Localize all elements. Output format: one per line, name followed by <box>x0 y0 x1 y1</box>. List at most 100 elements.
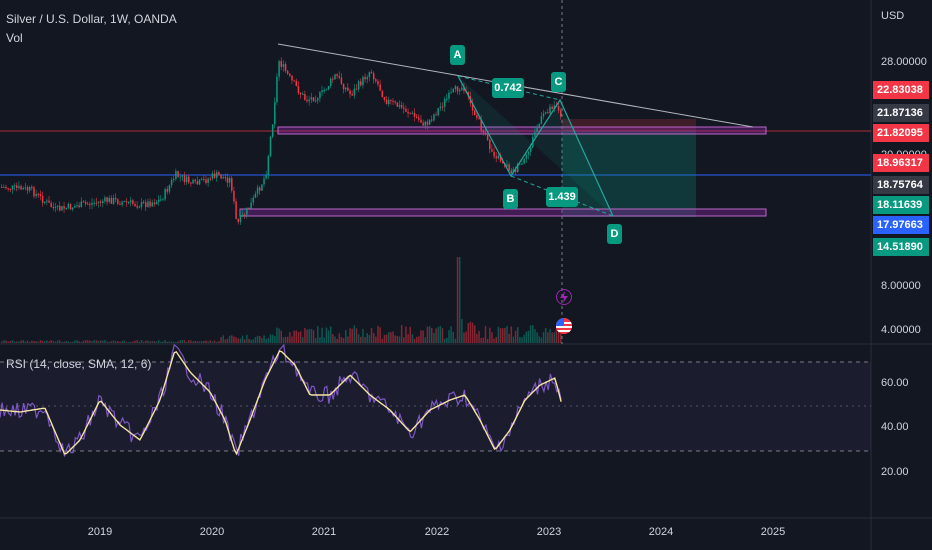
volume-bar <box>370 328 373 343</box>
candle-body <box>415 116 418 118</box>
candle-body <box>162 199 164 201</box>
volume-bar <box>16 341 18 343</box>
volume-bar <box>493 338 495 343</box>
candle-body <box>338 76 341 78</box>
candle-body <box>514 169 517 172</box>
candle-body <box>403 107 405 109</box>
candle-body <box>420 119 422 123</box>
candle-body <box>11 185 14 190</box>
volume-bar <box>486 338 489 343</box>
volume-bar <box>108 341 110 343</box>
price-tag[interactable]: 14.51890 <box>873 238 929 256</box>
volume-bar <box>284 336 287 343</box>
price-tag[interactable]: 18.11639 <box>873 196 929 214</box>
rsi-axis-label: 20.00 <box>881 466 909 478</box>
pattern-abcd[interactable] <box>457 75 614 217</box>
candle-body <box>87 203 89 205</box>
candle-body <box>362 76 364 86</box>
candle-body <box>499 155 502 162</box>
candle-body <box>74 206 76 208</box>
candle-body <box>188 176 190 183</box>
price-tag[interactable]: 18.75764 <box>873 176 929 194</box>
candle-body <box>91 202 93 205</box>
pattern-point-a[interactable]: A <box>450 45 465 65</box>
volume-bar <box>400 325 403 343</box>
chart-legend[interactable]: Silver / U.S. Dollar, 1W, OANDA Vol <box>6 10 177 48</box>
volume-bar <box>127 341 130 343</box>
volume-bar <box>203 340 205 343</box>
volume-bar <box>381 338 384 343</box>
candle-body <box>211 173 214 179</box>
candle-body <box>443 99 446 107</box>
volume-bar <box>353 325 356 343</box>
volume-bar <box>239 338 242 343</box>
volume-bar <box>383 334 386 343</box>
volume-bar <box>97 340 100 343</box>
candle-body <box>71 207 74 210</box>
volume-bar <box>327 330 330 343</box>
volume-bar <box>84 340 87 343</box>
volume-bar <box>132 341 134 343</box>
pattern-ratio-ab[interactable]: 0.742 <box>492 78 524 98</box>
candle-body <box>108 197 110 202</box>
price-tag[interactable]: 21.82095 <box>873 124 929 142</box>
price-tag[interactable]: 18.96317 <box>873 154 929 172</box>
position-target-zone[interactable] <box>562 131 696 217</box>
candle-body <box>497 155 500 159</box>
candle-body <box>177 171 179 178</box>
rsi-axis-label: 40.00 <box>881 421 909 433</box>
candle-body <box>433 114 435 121</box>
volume-bar <box>138 341 141 343</box>
volume-bar <box>291 336 293 343</box>
position-stop-zone[interactable] <box>562 119 696 131</box>
volume-bar <box>497 326 500 343</box>
volume-bar <box>183 340 186 343</box>
candle-body <box>295 81 298 87</box>
candle-body <box>450 92 452 94</box>
candle-body <box>407 111 409 114</box>
volume-label[interactable]: Vol <box>6 31 23 45</box>
candle-body <box>519 163 521 165</box>
pattern-point-d[interactable]: D <box>607 224 622 244</box>
lightning-event-icon[interactable] <box>556 289 572 305</box>
price-tag[interactable]: 22.83038 <box>873 81 929 99</box>
volume-bar <box>299 331 302 343</box>
volume-bar <box>274 336 276 343</box>
symbol-title[interactable]: Silver / U.S. Dollar, 1W, OANDA <box>6 12 177 26</box>
candle-body <box>388 99 390 105</box>
pattern-ratio-bc[interactable]: 1.439 <box>546 187 578 207</box>
candle-body <box>145 202 147 208</box>
rsi-label[interactable]: RSI (14, close, SMA, 12, 6) <box>6 357 152 371</box>
volume-bar <box>267 337 270 343</box>
resistance-zone[interactable] <box>277 126 767 135</box>
volume-bar <box>18 341 20 343</box>
volume-bar <box>22 340 24 343</box>
candle-body <box>63 206 65 209</box>
volume-bar <box>149 341 151 343</box>
pattern-point-b[interactable]: B <box>503 189 518 209</box>
candle-body <box>458 89 461 92</box>
pattern-point-c[interactable]: C <box>551 72 566 92</box>
candle-body <box>93 202 95 204</box>
volume-bar <box>254 337 257 343</box>
volume-bars <box>1 257 562 343</box>
us-flag-event-icon[interactable] <box>556 318 572 334</box>
candle-body <box>76 205 78 207</box>
volume-bar <box>93 340 95 343</box>
price-tag[interactable]: 17.97663 <box>873 216 929 234</box>
candle-body <box>323 90 325 92</box>
price-tag[interactable]: 21.87136 <box>873 104 929 122</box>
candle-body <box>18 186 20 188</box>
candle-body <box>209 178 212 180</box>
volume-bar <box>336 338 338 343</box>
currency-label[interactable]: USD <box>881 10 905 22</box>
candle-body <box>478 118 480 120</box>
candle-body <box>347 87 349 91</box>
volume-bar <box>310 329 313 343</box>
candle-body <box>269 136 272 156</box>
volume-bar <box>396 336 399 343</box>
support-zone[interactable] <box>239 208 767 217</box>
volume-bar <box>80 341 83 343</box>
candle-body <box>198 179 201 185</box>
